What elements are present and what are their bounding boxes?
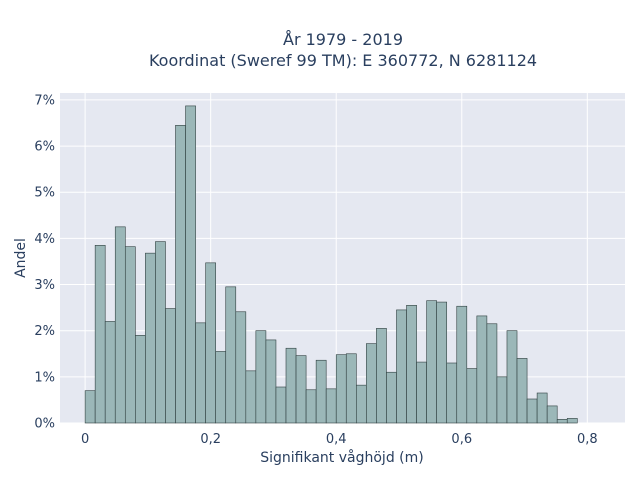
- histogram-bar: [265, 339, 277, 424]
- histogram-bar: [104, 321, 116, 424]
- histogram-bar: [185, 105, 196, 424]
- histogram-bar: [325, 388, 337, 424]
- histogram-bar: [205, 262, 216, 424]
- histogram-bar: [426, 300, 437, 424]
- x-axis-ticks: 0 0,2 0,4 0,6 0,8: [81, 432, 598, 447]
- histogram-bar: [255, 330, 267, 424]
- histogram-bar: [416, 361, 427, 424]
- y-tick-label: 3%: [34, 278, 55, 293]
- y-axis-ticks: 0% 1% 2% 3% 4% 5% 6% 7%: [34, 93, 55, 431]
- histogram-bar: [245, 370, 257, 424]
- chart-title-line-2: Koordinat (Sweref 99 TM): E 360772, N 62…: [149, 51, 537, 70]
- histogram-bar: [406, 305, 417, 424]
- histogram-bar: [476, 315, 488, 424]
- histogram-bar: [135, 335, 146, 424]
- histogram-bar: [396, 309, 407, 424]
- histogram-bar: [315, 359, 327, 424]
- histogram-bar: [366, 343, 377, 424]
- histogram-bar: [466, 368, 478, 424]
- histogram-bar: [285, 347, 297, 424]
- histogram-bar: [195, 322, 206, 424]
- histogram-bar: [536, 392, 548, 424]
- x-axis-label: Signifikant våghöjd (m): [260, 449, 423, 466]
- y-tick-label: 6%: [34, 140, 55, 155]
- histogram-bar: [456, 305, 468, 424]
- histogram-bar: [526, 398, 538, 424]
- histogram-bar: [566, 418, 578, 424]
- histogram-bar: [335, 354, 347, 424]
- histogram-bar: [114, 226, 126, 424]
- histogram-bar: [235, 311, 247, 424]
- histogram-bar: [506, 330, 518, 424]
- x-tick-label: 0,4: [326, 432, 347, 447]
- histogram-bar: [175, 125, 186, 424]
- histogram-bar: [124, 246, 136, 424]
- histogram-bar: [225, 286, 237, 424]
- histogram-bar: [84, 390, 96, 424]
- y-tick-label: 2%: [34, 324, 55, 339]
- x-tick-label: 0,2: [200, 432, 221, 447]
- histogram-bars: [84, 105, 578, 424]
- y-tick-label: 7%: [34, 93, 55, 108]
- chart-title-line-1: År 1979 - 2019: [283, 30, 403, 49]
- histogram-bar: [446, 362, 458, 424]
- histogram-bar: [376, 328, 387, 424]
- x-tick-label: 0,8: [577, 432, 598, 447]
- histogram-bar: [275, 386, 287, 424]
- histogram-bar: [155, 241, 166, 424]
- histogram-bar: [145, 252, 156, 424]
- histogram-bar: [486, 323, 498, 424]
- y-tick-label: 0%: [34, 417, 55, 432]
- histogram-bar: [546, 405, 558, 424]
- histogram-bar: [386, 371, 397, 424]
- histogram-bar: [356, 384, 367, 424]
- x-tick-label: 0,6: [451, 432, 472, 447]
- histogram-bar: [94, 245, 106, 424]
- histogram-bar: [496, 376, 508, 424]
- histogram-bar: [295, 355, 307, 424]
- histogram-bar: [516, 358, 528, 424]
- histogram-bar: [305, 389, 317, 424]
- histogram-bar: [436, 301, 448, 424]
- y-axis-label: Andel: [13, 238, 29, 278]
- histogram-bar: [556, 419, 568, 424]
- x-tick-label: 0: [81, 432, 89, 447]
- histogram-bar: [345, 353, 357, 424]
- histogram-bar: [215, 351, 227, 424]
- histogram-bar: [165, 308, 176, 424]
- y-tick-label: 1%: [34, 370, 55, 385]
- y-tick-label: 4%: [34, 232, 55, 247]
- y-tick-label: 5%: [34, 186, 55, 201]
